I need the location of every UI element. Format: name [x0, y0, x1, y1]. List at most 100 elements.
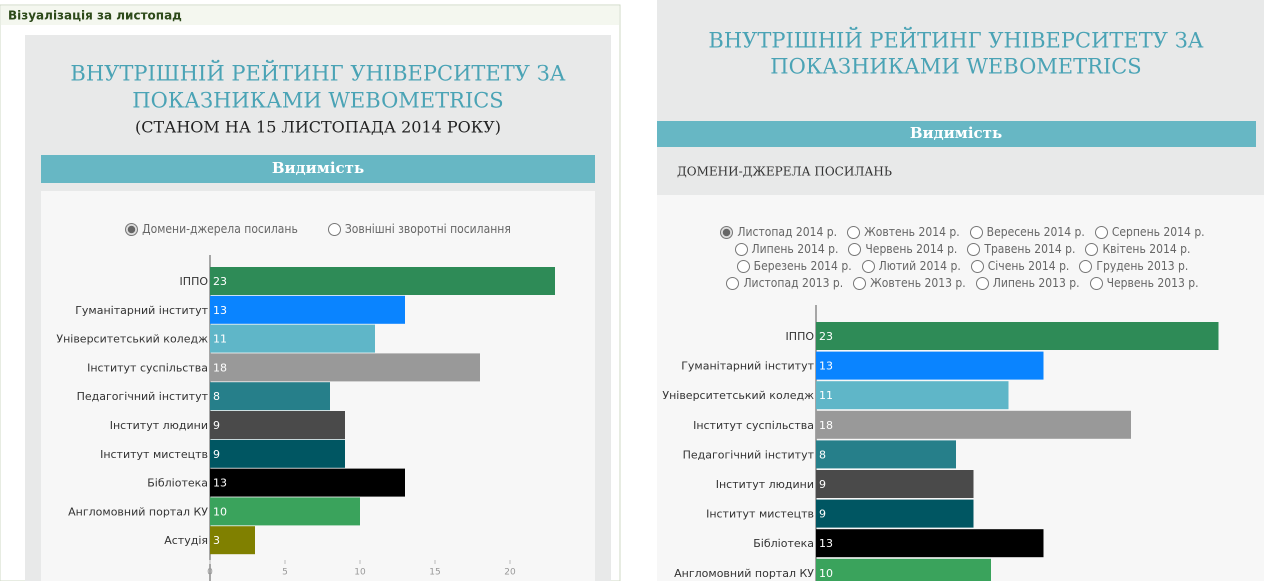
- y-tick-label: Гуманітарний інститут: [681, 360, 814, 373]
- radio-label: Червень 2013 р.: [1106, 276, 1199, 290]
- y-tick-label: Інститут суспільства: [87, 361, 208, 374]
- radio-option[interactable]: Липень 2014 р.: [734, 241, 839, 258]
- section-bar: [41, 155, 595, 183]
- bar: [210, 468, 405, 497]
- radio-group: Домени-джерела посилань Зовнішні зворотні…: [41, 221, 595, 238]
- radio-option[interactable]: Домени-джерела посилань: [125, 221, 298, 238]
- radio-label: Квітень 2014 р.: [1102, 242, 1191, 256]
- radio-button[interactable]: [1089, 277, 1103, 290]
- radio-button[interactable]: [1085, 243, 1099, 256]
- radio-button[interactable]: [1094, 226, 1108, 239]
- radio-option[interactable]: Червень 2013 р.: [1089, 275, 1199, 292]
- y-tick-label: Інститут мистецтв: [706, 508, 814, 521]
- header-bar: [1, 6, 619, 25]
- radio-button[interactable]: [736, 260, 750, 273]
- y-tick-label: Інститут людини: [716, 478, 814, 491]
- subtitle: (СТАНОМ НА 15 ЛИСТОПАДА 2014 РОКУ): [135, 118, 501, 137]
- radio-button[interactable]: [861, 260, 875, 273]
- bar-value: 9: [819, 478, 826, 491]
- radio-option[interactable]: Грудень 2013 р.: [1079, 258, 1188, 275]
- radio-option[interactable]: Січень 2014 р.: [970, 258, 1070, 275]
- y-tick-label: Університетський коледж: [56, 333, 208, 346]
- y-tick-label: Інститут людини: [110, 419, 208, 432]
- radio-label: Травень 2014 р.: [984, 242, 1076, 256]
- radio-option[interactable]: Листопад 2014 р.: [720, 224, 837, 241]
- bar: [210, 353, 480, 382]
- radio-button[interactable]: [1079, 260, 1093, 273]
- radio-option[interactable]: Квітень 2014 р.: [1085, 241, 1190, 258]
- radio-option[interactable]: Червень 2014 р.: [848, 241, 957, 258]
- x-tick-label: 0: [207, 568, 213, 578]
- radio-label: Січень 2014 р.: [987, 259, 1070, 273]
- radio-label: Лютий 2014 р.: [878, 259, 961, 273]
- radio-button[interactable]: [327, 223, 341, 236]
- title: ПОКАЗНИКАМИ WEBOMETRICS: [770, 55, 1141, 79]
- bar: [816, 558, 991, 581]
- y-tick-label: Інститут суспільства: [693, 419, 814, 432]
- radio-button[interactable]: [847, 226, 861, 239]
- radio-option[interactable]: Вересень 2014 р.: [969, 224, 1085, 241]
- radio-button[interactable]: [975, 277, 989, 290]
- bar-value: 8: [213, 390, 220, 403]
- radio-label: Серпень 2014 р.: [1111, 225, 1205, 239]
- x-tick-label: 5: [282, 568, 288, 578]
- title: ВНУТРІШНІЙ РЕЙТИНГ УНІВЕРСИТЕТУ ЗА: [70, 61, 565, 86]
- bar-value: 13: [213, 304, 227, 317]
- bar-value: 13: [819, 537, 833, 550]
- radio-option[interactable]: Серпень 2014 р.: [1094, 224, 1205, 241]
- bar: [210, 411, 345, 439]
- bar-value: 9: [213, 448, 220, 461]
- radio-button[interactable]: [125, 223, 139, 236]
- radio-option[interactable]: Жовтень 2013 р.: [853, 275, 966, 292]
- y-tick-label: Інститут мистецтв: [100, 448, 208, 461]
- bar: [816, 351, 1044, 380]
- radio-button[interactable]: [720, 226, 734, 239]
- radio-label: Зовнішні зворотні посилання: [344, 222, 511, 236]
- bar-value: 13: [213, 477, 227, 490]
- radio-label: Листопад 2013 р.: [743, 276, 844, 290]
- bar-value: 8: [819, 448, 826, 461]
- radio-option[interactable]: Березень 2014 р.: [736, 258, 852, 275]
- radio-label: Грудень 2013 р.: [1096, 259, 1189, 273]
- bar: [210, 324, 375, 353]
- radio-option[interactable]: Жовтень 2014 р.: [847, 224, 960, 241]
- y-tick-label: Бібліотека: [147, 477, 208, 490]
- radio-button[interactable]: [969, 226, 983, 239]
- bar-value: 18: [819, 419, 833, 432]
- radio-label: Жовтень 2014 р.: [864, 225, 960, 239]
- radio-button[interactable]: [853, 277, 867, 290]
- radio-label: Жовтень 2013 р.: [870, 276, 966, 290]
- radio-option[interactable]: Травень 2014 р.: [967, 241, 1075, 258]
- bar-value: 11: [819, 389, 833, 402]
- radio-label: Липень 2014 р.: [751, 242, 839, 256]
- radio-button[interactable]: [967, 243, 981, 256]
- y-tick-label: Педагогічний інститут: [683, 448, 815, 461]
- header: Візуалізація за листопад: [8, 9, 182, 23]
- radio-option[interactable]: Зовнішні зворотні посилання: [327, 221, 511, 238]
- bar-value: 9: [819, 508, 826, 521]
- y-tick-label: Бібліотека: [753, 537, 814, 550]
- radio-button[interactable]: [726, 277, 740, 290]
- bar-value: 13: [819, 360, 833, 373]
- bar-value: 10: [819, 567, 833, 580]
- bar-value: 18: [213, 361, 227, 374]
- x-tick-label: 15: [429, 568, 440, 578]
- radio-option[interactable]: Липень 2013 р.: [975, 275, 1080, 292]
- section-title: Видимість: [272, 159, 364, 177]
- bar: [210, 295, 405, 324]
- radio-button[interactable]: [970, 260, 984, 273]
- radio-label: Липень 2013 р.: [992, 276, 1080, 290]
- radio-button[interactable]: [848, 243, 862, 256]
- bar-value: 10: [213, 505, 227, 518]
- y-tick-label: Університетський коледж: [662, 389, 814, 402]
- radio-label: Домени-джерела посилань: [142, 222, 298, 236]
- radio-option[interactable]: Листопад 2013 р.: [726, 275, 843, 292]
- bar: [816, 440, 956, 469]
- y-tick-label: Астудія: [164, 534, 208, 547]
- bar: [210, 497, 360, 526]
- radio-button[interactable]: [734, 243, 748, 256]
- bar: [210, 439, 345, 468]
- radio-option[interactable]: Лютий 2014 р.: [861, 258, 961, 275]
